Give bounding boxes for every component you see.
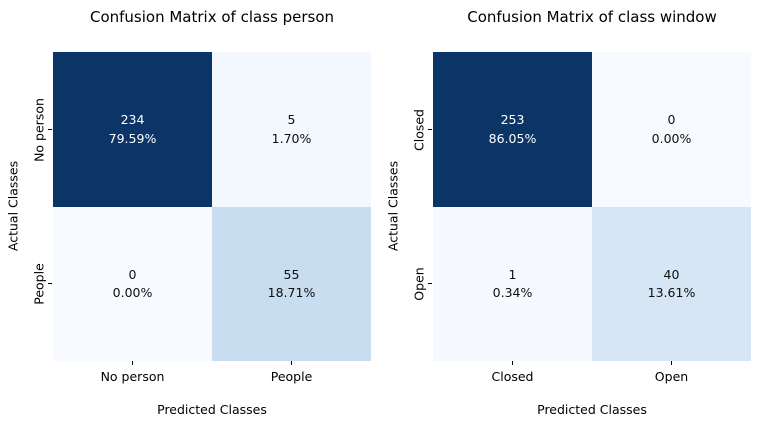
x-tick-mark [512, 361, 513, 365]
cell-percent: 1.70% [271, 130, 312, 146]
cell-count: 253 [500, 112, 525, 128]
y-tick-mark [48, 283, 52, 284]
heatmap-cell-r0c1: 5 1.70% [212, 52, 371, 207]
x-axis-label: Predicted Classes [157, 402, 267, 417]
x-tick-mark [132, 361, 133, 365]
y-tick-mark [428, 283, 432, 284]
x-tick-mark [291, 361, 292, 365]
confusion-matrix-window: Confusion Matrix of class window Actual … [380, 0, 760, 430]
cell-percent: 0.00% [112, 285, 153, 300]
y-tick-label: Open [411, 267, 427, 301]
cell-percent: 79.59% [108, 130, 157, 146]
x-tick-label: Open [654, 369, 689, 384]
cell-count: 234 [120, 112, 145, 128]
heatmap-grid: 234 79.59% 5 1.70% 0 0.00% 55 18.71% [53, 52, 371, 361]
chart-title: Confusion Matrix of class person [89, 8, 335, 26]
cell-percent: 13.61% [647, 285, 696, 300]
chart-title: Confusion Matrix of class window [467, 8, 717, 26]
heatmap-cell-r1c0: 1 0.34% [433, 207, 592, 361]
cell-count: 5 [287, 112, 296, 128]
heatmap-cell-r0c1: 0 0.00% [592, 52, 751, 207]
y-tick-label: No person [31, 98, 47, 162]
cell-count: 1 [508, 266, 517, 282]
x-axis-label: Predicted Classes [537, 402, 647, 417]
cell-percent: 86.05% [488, 130, 537, 146]
cell-count: 0 [128, 266, 137, 282]
cell-count: 40 [663, 266, 680, 282]
y-tick-mark [48, 129, 52, 130]
heatmap-cell-r0c0: 234 79.59% [53, 52, 212, 207]
confusion-matrix-person: Confusion Matrix of class person Actual … [5, 8, 371, 417]
y-axis-label: Actual Classes [385, 160, 401, 252]
cell-percent: 0.34% [492, 285, 533, 300]
cell-percent: 18.71% [267, 285, 316, 300]
y-axis-label: Actual Classes [5, 160, 21, 252]
heatmap-cell-r1c0: 0 0.00% [53, 207, 212, 361]
y-tick-mark [428, 129, 432, 130]
y-tick-label: People [31, 263, 47, 305]
x-tick-label: People [270, 369, 313, 384]
cell-percent: 0.00% [651, 130, 692, 146]
heatmap-cell-r1c1: 40 13.61% [592, 207, 751, 361]
x-tick-mark [671, 361, 672, 365]
x-tick-label: No person [100, 369, 165, 384]
cell-count: 55 [283, 266, 300, 282]
heatmap-cell-r1c1: 55 18.71% [212, 207, 371, 361]
x-tick-label: Closed [491, 369, 534, 384]
heatmap-cell-r0c0: 253 86.05% [433, 52, 592, 207]
cell-count: 0 [667, 112, 676, 128]
y-tick-label: Closed [411, 109, 427, 151]
heatmap-grid: 253 86.05% 0 0.00% 1 0.34% 40 13.61% [433, 52, 751, 361]
